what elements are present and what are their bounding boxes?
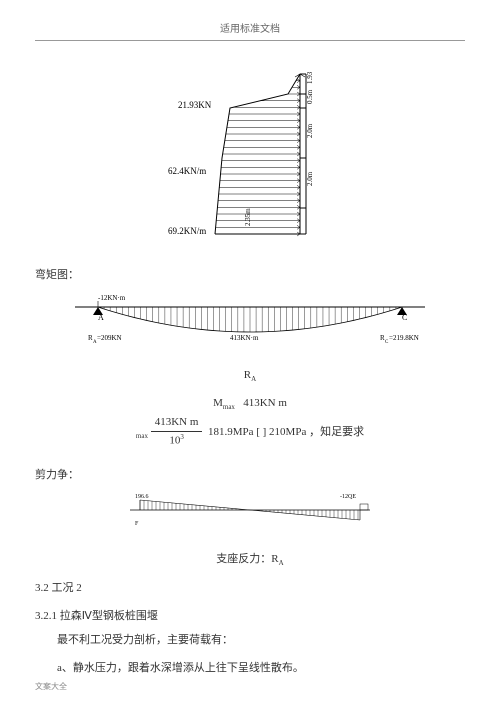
svg-text:21.93KN: 21.93KN: [178, 100, 212, 110]
mmax-formula: Mmax 413KN m: [35, 395, 465, 413]
header-title: 适用标准文档: [220, 24, 280, 35]
svg-text:0.5m: 0.5m: [306, 89, 314, 104]
bending-moment-diagram: -12KN·mACRA=209KN413KN·mRC=219.8KN: [70, 292, 430, 352]
svg-text:2.0m: 2.0m: [306, 171, 314, 186]
svg-text:62.4KN/m: 62.4KN/m: [168, 166, 206, 176]
body-line-1: 最不利工况受力剖析，主要荷载有：: [35, 631, 465, 651]
svg-text:-12KN·m: -12KN·m: [98, 294, 126, 302]
svg-text:=209KN: =209KN: [97, 334, 122, 342]
svg-text:413KN·m: 413KN·m: [230, 334, 259, 342]
svg-text:2.0m: 2.0m: [306, 123, 314, 138]
stress-formula: max 413KN m 103 181.9MPa [ ] 210MPa ，知足要…: [35, 414, 465, 451]
shear-force-diagram: 196.6 -12QE F: [120, 490, 380, 530]
page-footer: 文案大全: [35, 681, 67, 692]
load-distribution-diagram: 21.93KN 62.4KN/m 69.2KN/m 1.93 0.5m 2.0m 2.0m 2…: [160, 66, 340, 246]
page-header: 适用标准文档: [35, 20, 465, 41]
svg-text:-12QE: -12QE: [340, 494, 356, 500]
section-3-2: 3.2 工况 2: [35, 579, 465, 595]
svg-text:F: F: [135, 521, 139, 527]
formula-block: RA Mmax 413KN m max 413KN m 103 181.9MPa…: [35, 367, 465, 451]
svg-text:=219.8KN: =219.8KN: [389, 334, 419, 342]
svg-text:A: A: [98, 313, 104, 322]
moment-section-label: 弯矩图：: [35, 266, 465, 282]
svg-text:196.6: 196.6: [135, 494, 149, 500]
body-line-2: a、静水压力，跟着水深增添从上往下呈线性散布。: [35, 659, 465, 679]
reaction-label: 支座反力：RA: [35, 550, 465, 567]
section-3-2-1: 3.2.1 拉森Ⅳ型钢板桩围堰: [35, 607, 465, 623]
shear-section-label: 剪力争：: [35, 466, 465, 482]
load-diagram-svg: 21.93KN 62.4KN/m 69.2KN/m 1.93 0.5m 2.0m 2.0m 2…: [160, 66, 340, 246]
ra-formula: RA: [35, 367, 465, 385]
svg-text:1.93: 1.93: [306, 71, 314, 84]
shear-diagram-svg: 196.6 -12QE F: [120, 490, 380, 530]
svg-text:C: C: [402, 313, 407, 322]
moment-diagram-svg: -12KN·mACRA=209KN413KN·mRC=219.8KN: [70, 292, 430, 352]
svg-text:2.35m: 2.35m: [244, 208, 252, 226]
svg-text:69.2KN/m: 69.2KN/m: [168, 226, 206, 236]
